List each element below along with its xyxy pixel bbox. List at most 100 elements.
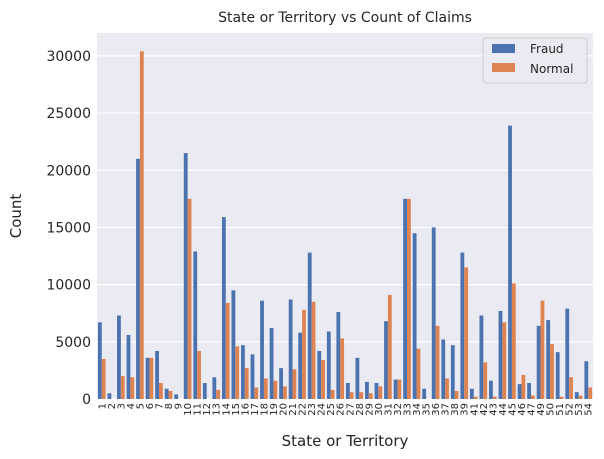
x-tick-label-19: 19 [269, 403, 280, 416]
bar-normal-47 [531, 395, 535, 399]
x-tick-label-14: 14 [221, 403, 232, 416]
bar-fraud-6 [145, 357, 150, 399]
bar-normal-52 [569, 377, 573, 399]
bar-fraud-8 [164, 388, 169, 399]
x-tick-label-37: 37 [441, 403, 452, 416]
bar-fraud-27 [345, 382, 350, 399]
bar-normal-39 [464, 267, 469, 399]
bar-fraud-18 [260, 300, 264, 399]
x-tick-label-21: 21 [288, 403, 299, 416]
bar-fraud-47 [527, 382, 531, 399]
x-tick-label-50: 50 [546, 403, 557, 416]
x-tick-label-6: 6 [145, 403, 156, 409]
bar-normal-34 [416, 348, 421, 399]
bar-normal-44 [502, 322, 507, 399]
x-tick-label-42: 42 [479, 403, 490, 416]
x-tick-label-51: 51 [555, 403, 566, 416]
x-tick-label-32: 32 [393, 403, 404, 416]
bar-fraud-41 [469, 388, 474, 399]
x-tick-label-41: 41 [469, 403, 480, 416]
bar-normal-36 [435, 325, 440, 399]
bar-fraud-15 [231, 290, 236, 399]
bar-fraud-23 [307, 252, 312, 399]
y-tick-label-3: 15000 [46, 220, 91, 236]
bar-fraud-19 [269, 328, 274, 399]
y-axis-label: Count [7, 194, 25, 239]
bar-fraud-2 [107, 393, 112, 399]
x-tick-label-1: 1 [97, 403, 108, 409]
bar-normal-45 [511, 283, 516, 399]
x-tick-label-18: 18 [259, 403, 270, 416]
x-tick-label-16: 16 [240, 403, 251, 416]
bar-normal-29 [368, 393, 373, 399]
bar-fraud-34 [412, 233, 417, 399]
x-tick-label-53: 53 [574, 403, 585, 416]
bar-normal-31 [387, 294, 392, 399]
bar-fraud-14 [221, 217, 226, 399]
bar-fraud-33 [403, 198, 407, 399]
bar-normal-13 [216, 389, 221, 399]
y-tick-label-5: 25000 [46, 106, 91, 122]
bar-normal-8 [168, 390, 173, 399]
bar-normal-25 [330, 389, 335, 399]
bar-fraud-7 [155, 350, 159, 399]
bar-normal-10 [187, 198, 192, 399]
legend: Fraud Normal [482, 37, 588, 84]
x-tick-label-45: 45 [507, 403, 518, 416]
x-tick-label-5: 5 [135, 403, 146, 409]
y-tick-label-0: 0 [82, 392, 91, 408]
x-tick-label-39: 39 [460, 403, 471, 416]
legend-swatch-normal [492, 63, 515, 72]
plot-area [97, 33, 593, 399]
x-tick-label-3: 3 [116, 403, 127, 409]
x-tick-label-30: 30 [374, 403, 385, 416]
bar-fraud-20 [279, 368, 283, 399]
x-tick-label-46: 46 [517, 403, 528, 416]
bar-fraud-25 [326, 331, 331, 399]
bar-normal-17 [254, 387, 259, 399]
bar-normal-4 [130, 377, 135, 399]
bar-normal-51 [559, 396, 564, 399]
bar-normal-50 [550, 344, 554, 399]
bar-normal-33 [407, 198, 411, 399]
bar-fraud-4 [126, 334, 131, 399]
bar-normal-11 [197, 350, 201, 399]
bar-fraud-54 [584, 361, 589, 399]
x-tick-label-27: 27 [345, 403, 356, 416]
x-tick-label-12: 12 [202, 403, 213, 416]
bar-normal-37 [445, 378, 449, 399]
bar-normal-42 [483, 362, 488, 399]
x-tick-label-35: 35 [422, 403, 433, 416]
bar-normal-1 [101, 358, 106, 399]
bar-normal-49 [540, 300, 545, 399]
bar-fraud-29 [365, 381, 369, 399]
bar-fraud-51 [555, 352, 560, 399]
bar-normal-24 [321, 360, 325, 399]
bar-normal-41 [473, 396, 478, 399]
bar-fraud-28 [355, 357, 360, 399]
x-tick-label-11: 11 [193, 403, 204, 416]
bar-normal-5 [139, 51, 144, 400]
x-tick-labels: 1234567891011121314151617181920212223242… [97, 403, 594, 416]
legend-label-normal: Normal [530, 62, 573, 76]
bar-fraud-52 [565, 308, 570, 399]
bar-fraud-12 [202, 382, 207, 399]
x-tick-label-10: 10 [183, 403, 194, 416]
bar-fraud-11 [193, 251, 198, 399]
bar-fraud-21 [288, 299, 293, 399]
bar-fraud-22 [298, 332, 303, 399]
bar-normal-16 [244, 368, 249, 399]
bar-normal-20 [283, 386, 287, 399]
x-tick-label-31: 31 [383, 403, 394, 416]
bars-layer [97, 51, 593, 400]
bar-normal-19 [273, 380, 278, 399]
bar-fraud-26 [336, 312, 341, 399]
bar-normal-28 [359, 392, 364, 399]
bar-fraud-36 [431, 227, 436, 399]
bar-fraud-30 [374, 382, 379, 399]
bar-normal-21 [292, 369, 297, 399]
bar-fraud-32 [393, 379, 398, 399]
bar-normal-6 [149, 357, 154, 399]
bar-fraud-42 [479, 315, 484, 399]
bar-fraud-50 [546, 320, 551, 399]
